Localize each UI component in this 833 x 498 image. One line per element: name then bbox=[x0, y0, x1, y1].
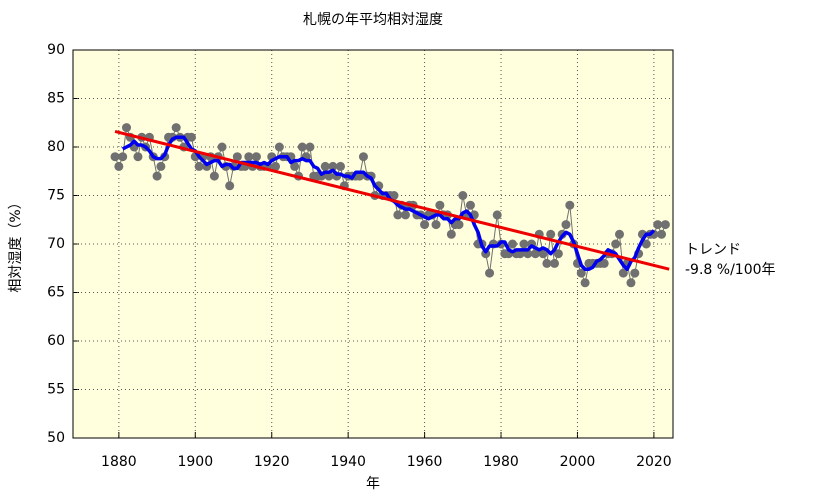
data-point bbox=[336, 161, 346, 171]
data-point bbox=[614, 229, 624, 239]
data-point bbox=[580, 278, 590, 288]
y-tick-label: 70 bbox=[47, 236, 65, 252]
annotation: -9.8 %/100年 bbox=[685, 262, 776, 278]
y-tick-label: 60 bbox=[47, 333, 65, 349]
x-tick-label: 1960 bbox=[407, 454, 443, 470]
data-point bbox=[133, 152, 143, 162]
x-tick-label: 1980 bbox=[483, 454, 519, 470]
data-point bbox=[538, 249, 548, 259]
x-tick-label: 2020 bbox=[636, 454, 672, 470]
data-point bbox=[152, 171, 162, 181]
y-tick-label: 65 bbox=[47, 285, 65, 301]
x-tick-label: 1900 bbox=[177, 454, 213, 470]
plot-frame bbox=[72, 49, 674, 439]
y-tick-label: 50 bbox=[47, 430, 65, 446]
chart-title: 札幌の年平均相対湿度 bbox=[303, 12, 443, 28]
x-tick-label: 1880 bbox=[101, 454, 137, 470]
y-tick-label: 85 bbox=[47, 91, 65, 107]
data-point bbox=[156, 161, 166, 171]
y-tick-label: 55 bbox=[47, 382, 65, 398]
data-point bbox=[305, 142, 315, 152]
moving-average-line bbox=[121, 135, 656, 271]
data-point bbox=[657, 229, 667, 239]
data-point bbox=[110, 152, 120, 162]
data-point bbox=[553, 249, 563, 259]
data-point bbox=[546, 229, 556, 239]
data-point bbox=[389, 191, 399, 200]
data-point bbox=[507, 239, 517, 249]
data-point bbox=[630, 268, 640, 278]
data-point bbox=[393, 210, 403, 220]
data-point bbox=[244, 152, 254, 162]
data-point bbox=[328, 161, 338, 171]
data-point bbox=[653, 220, 663, 230]
x-axis-label: 年 bbox=[366, 476, 380, 492]
y-tick-label: 80 bbox=[47, 139, 65, 155]
data-point bbox=[400, 210, 410, 220]
data-point bbox=[209, 171, 219, 181]
data-point bbox=[194, 161, 204, 171]
data-point bbox=[618, 268, 628, 278]
data-point bbox=[232, 152, 242, 162]
data-point bbox=[225, 181, 235, 191]
data-point bbox=[274, 142, 284, 152]
annotation: トレンド bbox=[685, 242, 741, 258]
data-point bbox=[271, 161, 281, 171]
data-point bbox=[320, 161, 330, 171]
data-point bbox=[641, 239, 651, 249]
data-point bbox=[435, 200, 445, 210]
data-point bbox=[565, 200, 575, 210]
data-point bbox=[465, 200, 475, 210]
data-point bbox=[171, 123, 181, 133]
data-point bbox=[542, 258, 552, 268]
data-point bbox=[358, 152, 368, 162]
data-point bbox=[186, 132, 196, 142]
x-tick-label: 1940 bbox=[330, 454, 366, 470]
data-point bbox=[454, 220, 464, 230]
data-point bbox=[561, 220, 571, 230]
data-point bbox=[431, 220, 441, 230]
y-tick-label: 75 bbox=[47, 188, 65, 204]
data-point bbox=[122, 123, 132, 133]
x-tick-label: 2000 bbox=[560, 454, 596, 470]
data-point bbox=[297, 142, 307, 152]
x-tick-label: 1920 bbox=[254, 454, 290, 470]
data-point bbox=[458, 191, 468, 200]
data-point bbox=[446, 229, 456, 239]
data-point bbox=[420, 220, 430, 230]
data-point bbox=[290, 161, 300, 171]
data-point bbox=[114, 161, 124, 171]
data-point bbox=[550, 258, 560, 268]
data-point bbox=[626, 278, 636, 288]
y-tick-label: 90 bbox=[47, 42, 65, 58]
data-point bbox=[611, 239, 621, 249]
data-point bbox=[492, 210, 502, 220]
data-point bbox=[251, 152, 261, 162]
data-point bbox=[660, 220, 670, 230]
trend-line bbox=[114, 130, 670, 271]
data-point bbox=[599, 258, 609, 268]
data-point bbox=[485, 268, 495, 278]
y-axis-label: 相対湿度（%） bbox=[8, 195, 24, 292]
data-point bbox=[519, 239, 529, 249]
data-point bbox=[118, 152, 128, 162]
data-point bbox=[217, 142, 227, 152]
data-point bbox=[576, 268, 586, 278]
data-point bbox=[530, 249, 540, 259]
